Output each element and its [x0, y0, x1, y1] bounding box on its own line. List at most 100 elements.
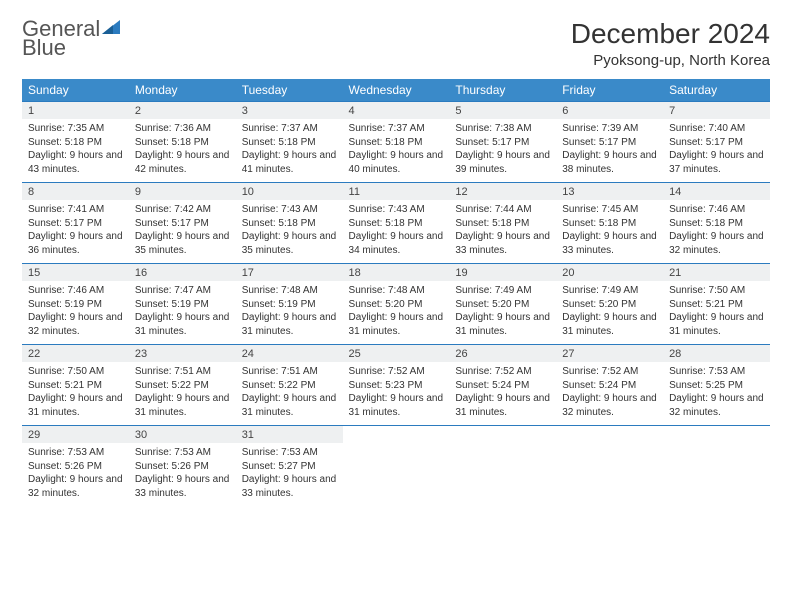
daylight-line: Daylight: 9 hours and 32 minutes. [669, 230, 764, 257]
sunset-line: Sunset: 5:25 PM [669, 379, 764, 393]
daylight-line: Daylight: 9 hours and 31 minutes. [455, 392, 550, 419]
logo: General Blue [22, 18, 124, 59]
weekday-header: Friday [556, 79, 663, 102]
day-info-cell: Sunrise: 7:40 AMSunset: 5:17 PMDaylight:… [663, 119, 770, 183]
day-number-cell: 28 [663, 345, 770, 363]
sunset-line: Sunset: 5:18 PM [242, 217, 337, 231]
day-info-cell: Sunrise: 7:37 AMSunset: 5:18 PMDaylight:… [236, 119, 343, 183]
sunrise-line: Sunrise: 7:51 AM [135, 365, 230, 379]
day-info-cell: Sunrise: 7:51 AMSunset: 5:22 PMDaylight:… [129, 362, 236, 426]
sunrise-line: Sunrise: 7:39 AM [562, 122, 657, 136]
day-info-cell [343, 443, 450, 506]
daylight-line: Daylight: 9 hours and 38 minutes. [562, 149, 657, 176]
day-number-cell: 30 [129, 426, 236, 444]
day-info-cell: Sunrise: 7:42 AMSunset: 5:17 PMDaylight:… [129, 200, 236, 264]
day-number-cell: 3 [236, 102, 343, 120]
day-info-cell [556, 443, 663, 506]
daylight-line: Daylight: 9 hours and 33 minutes. [455, 230, 550, 257]
sunset-line: Sunset: 5:26 PM [28, 460, 123, 474]
sunrise-line: Sunrise: 7:53 AM [669, 365, 764, 379]
day-number-cell: 11 [343, 183, 450, 201]
day-info-cell: Sunrise: 7:37 AMSunset: 5:18 PMDaylight:… [343, 119, 450, 183]
day-info-cell [449, 443, 556, 506]
sunrise-line: Sunrise: 7:52 AM [562, 365, 657, 379]
day-number-cell [663, 426, 770, 444]
daylight-line: Daylight: 9 hours and 32 minutes. [28, 311, 123, 338]
weekday-header-row: SundayMondayTuesdayWednesdayThursdayFrid… [22, 79, 770, 102]
sunset-line: Sunset: 5:18 PM [135, 136, 230, 150]
sunrise-line: Sunrise: 7:37 AM [349, 122, 444, 136]
sunset-line: Sunset: 5:18 PM [669, 217, 764, 231]
day-info-cell: Sunrise: 7:53 AMSunset: 5:26 PMDaylight:… [129, 443, 236, 506]
location: Pyoksong-up, North Korea [571, 52, 770, 69]
day-info-cell: Sunrise: 7:43 AMSunset: 5:18 PMDaylight:… [343, 200, 450, 264]
day-info-cell: Sunrise: 7:44 AMSunset: 5:18 PMDaylight:… [449, 200, 556, 264]
day-info-cell: Sunrise: 7:45 AMSunset: 5:18 PMDaylight:… [556, 200, 663, 264]
sunset-line: Sunset: 5:21 PM [28, 379, 123, 393]
sunset-line: Sunset: 5:19 PM [242, 298, 337, 312]
day-number-cell: 9 [129, 183, 236, 201]
day-number-row: 891011121314 [22, 183, 770, 201]
daylight-line: Daylight: 9 hours and 43 minutes. [28, 149, 123, 176]
calendar-table: SundayMondayTuesdayWednesdayThursdayFrid… [22, 79, 770, 506]
day-number-cell: 17 [236, 264, 343, 282]
day-info-cell: Sunrise: 7:47 AMSunset: 5:19 PMDaylight:… [129, 281, 236, 345]
sunset-line: Sunset: 5:17 PM [669, 136, 764, 150]
sunrise-line: Sunrise: 7:52 AM [349, 365, 444, 379]
day-number-cell: 5 [449, 102, 556, 120]
header: General Blue December 2024 Pyoksong-up, … [22, 18, 770, 69]
sunset-line: Sunset: 5:20 PM [562, 298, 657, 312]
day-number-cell: 20 [556, 264, 663, 282]
day-number-cell: 15 [22, 264, 129, 282]
sunrise-line: Sunrise: 7:53 AM [135, 446, 230, 460]
day-info-cell: Sunrise: 7:52 AMSunset: 5:24 PMDaylight:… [449, 362, 556, 426]
day-info-cell: Sunrise: 7:50 AMSunset: 5:21 PMDaylight:… [22, 362, 129, 426]
day-info-cell: Sunrise: 7:53 AMSunset: 5:26 PMDaylight:… [22, 443, 129, 506]
sunrise-line: Sunrise: 7:46 AM [669, 203, 764, 217]
weekday-header: Thursday [449, 79, 556, 102]
day-number-cell: 31 [236, 426, 343, 444]
day-number-row: 1234567 [22, 102, 770, 120]
sunset-line: Sunset: 5:18 PM [28, 136, 123, 150]
day-info-cell: Sunrise: 7:38 AMSunset: 5:17 PMDaylight:… [449, 119, 556, 183]
day-info-cell: Sunrise: 7:48 AMSunset: 5:20 PMDaylight:… [343, 281, 450, 345]
day-number-cell: 19 [449, 264, 556, 282]
sunrise-line: Sunrise: 7:41 AM [28, 203, 123, 217]
day-info-cell: Sunrise: 7:39 AMSunset: 5:17 PMDaylight:… [556, 119, 663, 183]
daylight-line: Daylight: 9 hours and 35 minutes. [242, 230, 337, 257]
day-number-cell: 2 [129, 102, 236, 120]
daylight-line: Daylight: 9 hours and 31 minutes. [349, 392, 444, 419]
daylight-line: Daylight: 9 hours and 33 minutes. [242, 473, 337, 500]
day-number-cell: 6 [556, 102, 663, 120]
sunrise-line: Sunrise: 7:35 AM [28, 122, 123, 136]
day-number-cell: 14 [663, 183, 770, 201]
sunrise-line: Sunrise: 7:45 AM [562, 203, 657, 217]
day-number-cell: 24 [236, 345, 343, 363]
weekday-header: Tuesday [236, 79, 343, 102]
sunrise-line: Sunrise: 7:50 AM [669, 284, 764, 298]
day-number-row: 22232425262728 [22, 345, 770, 363]
sunrise-line: Sunrise: 7:48 AM [349, 284, 444, 298]
day-info-cell: Sunrise: 7:52 AMSunset: 5:23 PMDaylight:… [343, 362, 450, 426]
daylight-line: Daylight: 9 hours and 31 minutes. [242, 392, 337, 419]
sunset-line: Sunset: 5:22 PM [242, 379, 337, 393]
month-title: December 2024 [571, 18, 770, 50]
sunset-line: Sunset: 5:20 PM [349, 298, 444, 312]
day-info-cell: Sunrise: 7:46 AMSunset: 5:19 PMDaylight:… [22, 281, 129, 345]
day-number-cell: 29 [22, 426, 129, 444]
sunset-line: Sunset: 5:20 PM [455, 298, 550, 312]
daylight-line: Daylight: 9 hours and 35 minutes. [135, 230, 230, 257]
sunset-line: Sunset: 5:18 PM [349, 217, 444, 231]
sunrise-line: Sunrise: 7:53 AM [28, 446, 123, 460]
sunrise-line: Sunrise: 7:43 AM [349, 203, 444, 217]
daylight-line: Daylight: 9 hours and 31 minutes. [242, 311, 337, 338]
sunset-line: Sunset: 5:17 PM [28, 217, 123, 231]
day-info-row: Sunrise: 7:50 AMSunset: 5:21 PMDaylight:… [22, 362, 770, 426]
title-block: December 2024 Pyoksong-up, North Korea [571, 18, 770, 69]
sunset-line: Sunset: 5:17 PM [455, 136, 550, 150]
sunset-line: Sunset: 5:18 PM [455, 217, 550, 231]
day-info-cell: Sunrise: 7:53 AMSunset: 5:25 PMDaylight:… [663, 362, 770, 426]
sunrise-line: Sunrise: 7:47 AM [135, 284, 230, 298]
daylight-line: Daylight: 9 hours and 32 minutes. [669, 392, 764, 419]
day-info-cell: Sunrise: 7:48 AMSunset: 5:19 PMDaylight:… [236, 281, 343, 345]
